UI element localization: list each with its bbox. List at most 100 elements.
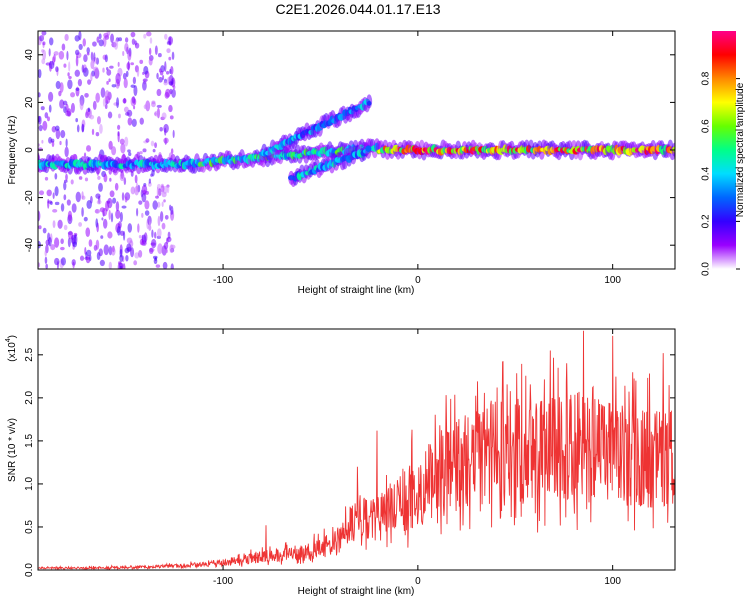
spectrogram-blob <box>163 80 168 86</box>
snr-x-tick-label: -100 <box>213 576 233 587</box>
spectrogram-blob <box>366 100 372 106</box>
spectrogram-blob <box>102 98 106 107</box>
spectrogram-blob <box>95 239 100 250</box>
spectrogram-y-tick-label: -40 <box>24 238 35 253</box>
spectrogram-blob <box>144 200 150 210</box>
spectrogram-blob <box>156 104 162 108</box>
spectrogram-blob <box>70 179 74 185</box>
snr-x-tick-label: 0 <box>415 576 421 587</box>
spectrogram-blob <box>169 244 174 254</box>
snr-y-label: SNR (10 * v/v) <box>7 418 18 482</box>
spectrogram-y-tick-label: -20 <box>24 190 35 205</box>
spectrogram-blob <box>151 238 157 249</box>
spectrogram-blob <box>93 52 96 62</box>
spectrogram-blob <box>98 182 103 192</box>
spectrogram-y-tick-label: 20 <box>24 96 35 108</box>
spectrogram-blob <box>136 182 139 193</box>
spectrogram-blob <box>104 54 108 63</box>
spectrogram-blob <box>165 88 171 98</box>
spectrogram-blob <box>96 116 101 125</box>
spectrogram-blob <box>130 84 136 88</box>
spectrogram-blob <box>115 73 121 84</box>
spectrogram-blob <box>67 72 70 77</box>
colorbar-tick-label: 0.8 <box>701 71 712 85</box>
spectrogram-blob <box>88 239 93 247</box>
spectrogram-blob <box>157 52 162 58</box>
spectrogram-blob <box>162 261 168 269</box>
spectrogram-blob <box>81 64 84 73</box>
spectrogram-blob <box>71 203 77 213</box>
spectrogram-blob <box>60 257 66 266</box>
spectrogram-blob <box>148 221 152 231</box>
spectrogram-blob <box>113 39 119 50</box>
spectrogram-blob <box>63 63 67 68</box>
spectrogram-blob <box>108 261 112 269</box>
spectrogram-blob <box>164 33 168 40</box>
spectrogram-x-tick-label: -100 <box>213 275 233 286</box>
spectrogram-blob <box>117 124 121 130</box>
spectrogram-blob <box>158 188 162 197</box>
spectrogram-blob <box>64 146 69 158</box>
spectrogram-blob <box>70 102 75 113</box>
spectrogram-blob <box>159 127 163 132</box>
spectrogram-blob <box>126 243 132 252</box>
spectrogram-blob <box>95 209 99 214</box>
snr-y-tick-label: 1.0 <box>24 477 35 491</box>
spectrogram-blob <box>38 115 42 125</box>
colorbar-tick-label: 0.6 <box>701 119 712 133</box>
spectrogram-blob <box>102 67 105 73</box>
snr-panel: -100 0 100 0.0 0.5 1.0 1.5 2.0 2.5 Height of str… <box>5 328 676 597</box>
spectrogram-blob <box>143 65 149 75</box>
spectrogram-blob <box>117 61 120 67</box>
spectrogram-blob <box>83 152 87 158</box>
spectrogram-blob <box>38 210 41 222</box>
spectrogram-blob <box>38 225 42 230</box>
spectrogram-blob <box>93 66 99 72</box>
spectrogram-blob <box>75 87 80 91</box>
spectrogram-blob <box>154 110 160 117</box>
spectrogram-blob <box>54 257 60 266</box>
spectrogram-blob <box>92 41 97 47</box>
spectrogram-blob <box>67 230 73 240</box>
spectrogram-blob <box>118 37 123 42</box>
spectrogram-blob <box>95 92 100 103</box>
spectrogram-blob <box>89 254 92 262</box>
spectrogram-blob <box>75 118 79 123</box>
spectrogram-blob <box>86 52 90 56</box>
spectrogram-x-tick-label: 0 <box>415 275 421 286</box>
spectrogram-blob <box>75 55 79 67</box>
spectrogram-blob <box>67 237 71 248</box>
spectrogram-blob <box>139 117 144 125</box>
spectrogram-blob <box>166 48 171 54</box>
spectrogram-blob <box>47 116 50 122</box>
spectrogram-blob <box>149 247 154 255</box>
spectrogram-blob <box>123 106 129 113</box>
spectrogram-blob <box>120 143 126 154</box>
spectrogram-blob <box>57 219 63 229</box>
spectrogram-blob <box>55 66 59 73</box>
spectrogram-blob <box>60 130 66 139</box>
spectrogram-blob <box>67 210 73 222</box>
spectrogram-blob <box>170 65 174 75</box>
spectrogram-blob <box>141 184 148 195</box>
spectrogram-blob <box>109 65 114 69</box>
spectrogram-blob <box>38 240 42 249</box>
spectrogram-blob <box>96 199 102 205</box>
spectrogram-y-tick-label: 40 <box>24 49 35 61</box>
snr-scale-text: (x104) <box>5 335 18 362</box>
colorbar-tick-label: 0.2 <box>701 214 712 228</box>
snr-scale-label: (x104) <box>5 335 18 362</box>
spectrogram-blob <box>38 68 42 79</box>
colorbar-label: Normalized spectral amplitude <box>735 82 746 217</box>
spectrogram-blob <box>48 236 52 247</box>
spectrogram-blob <box>123 78 128 89</box>
spectrogram-blob <box>79 99 84 111</box>
spectrogram-blob <box>166 237 169 245</box>
spectrogram-blob <box>115 201 120 212</box>
spectrogram-blob <box>122 72 127 80</box>
spectrogram-blob <box>48 48 51 57</box>
spectrogram-blob <box>116 97 120 109</box>
spectrogram-blob <box>45 263 48 269</box>
spectrogram-blob <box>170 148 174 155</box>
spectrogram-blob <box>168 81 174 86</box>
